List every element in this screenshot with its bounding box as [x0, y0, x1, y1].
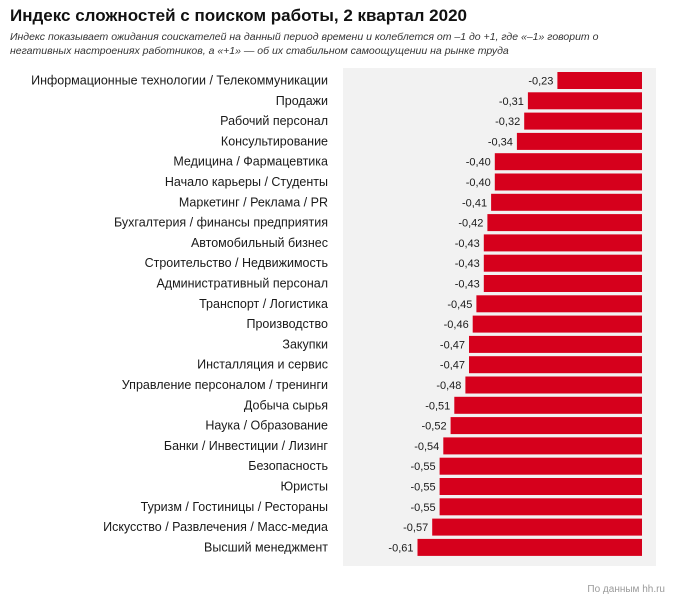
source-note: По данным hh.ru	[587, 584, 665, 595]
bar	[469, 356, 642, 374]
category-label: Добыча сырья	[244, 398, 328, 412]
bar	[524, 112, 642, 130]
category-label: Маркетинг / Реклама / PR	[179, 195, 328, 209]
value-label: -0,55	[411, 461, 436, 473]
category-label: Продажи	[276, 94, 328, 108]
bar	[494, 153, 642, 171]
category-label: Закупки	[282, 337, 328, 351]
bar	[439, 457, 642, 475]
category-label: Управление персоналом / тренинги	[122, 378, 328, 392]
bar	[439, 498, 642, 516]
chart-subtitle: Индекс показывает ожидания соискателей н…	[10, 31, 599, 57]
bar	[494, 173, 642, 191]
value-label: -0,43	[455, 279, 480, 291]
bar	[476, 295, 642, 313]
bar	[483, 234, 642, 252]
category-label: Рабочий персонал	[220, 114, 328, 128]
bar	[450, 417, 642, 435]
value-label: -0,46	[444, 319, 469, 331]
value-label: -0,41	[462, 197, 487, 209]
value-labels-group: -0,23 -0,31 -0,32 -0,34 -0,40 -0,40 -0,41 -0,42…	[388, 76, 553, 555]
value-label: -0,40	[466, 157, 491, 169]
category-label: Наука / Образование	[205, 419, 328, 433]
value-label: -0,23	[528, 76, 553, 88]
bar	[491, 193, 642, 211]
category-label: Консультирование	[221, 134, 328, 148]
value-label: -0,54	[414, 441, 439, 453]
bar	[465, 376, 642, 394]
category-label: Искусство / Развлечения / Масс-медиа	[103, 520, 328, 534]
value-label: -0,57	[403, 522, 428, 534]
category-label: Банки / Инвестиции / Лизинг	[164, 439, 329, 453]
value-label: -0,55	[411, 482, 436, 494]
category-label: Туризм / Гостиницы / Рестораны	[141, 500, 328, 514]
value-label: -0,43	[455, 258, 480, 270]
bar	[443, 437, 642, 455]
value-label: -0,51	[425, 400, 450, 412]
value-label: -0,48	[436, 380, 461, 392]
bar	[417, 538, 642, 556]
category-labels-group: Информационные технологии / Телекоммуник…	[31, 74, 328, 555]
bars-group	[417, 72, 642, 556]
category-label: Юристы	[280, 480, 328, 494]
category-label: Безопасность	[248, 459, 328, 473]
value-label: -0,45	[447, 299, 472, 311]
value-label: -0,55	[411, 502, 436, 514]
bar	[527, 92, 642, 110]
value-label: -0,32	[495, 116, 520, 128]
category-label: Высший менеджмент	[204, 540, 328, 554]
bar	[487, 214, 642, 232]
category-label: Информационные технологии / Телекоммуник…	[31, 74, 328, 88]
bar	[483, 275, 642, 292]
chart-title: Индекс сложностей с поиском работы, 2 кв…	[10, 6, 467, 25]
category-label: Автомобильный бизнес	[191, 236, 328, 250]
category-label: Бухгалтерия / финансы предприятия	[114, 216, 328, 230]
bar	[557, 72, 642, 89]
value-label: -0,47	[440, 339, 465, 351]
value-label: -0,52	[422, 421, 447, 433]
bar	[516, 132, 642, 150]
value-label: -0,42	[458, 218, 483, 230]
value-label: -0,40	[466, 177, 491, 189]
category-label: Начало карьеры / Студенты	[165, 175, 328, 189]
bar	[432, 518, 642, 536]
bar	[469, 335, 642, 353]
bar	[472, 315, 642, 333]
category-label: Инсталляция и сервис	[197, 358, 328, 372]
value-label: -0,47	[440, 360, 465, 372]
bar	[454, 396, 642, 414]
value-label: -0,61	[388, 542, 413, 554]
category-label: Строительство / Недвижимость	[145, 256, 328, 270]
category-label: Производство	[246, 317, 328, 331]
value-label: -0,34	[488, 136, 513, 148]
bar	[439, 478, 642, 495]
value-label: -0,43	[455, 238, 480, 250]
bar	[483, 254, 642, 272]
category-label: Транспорт / Логистика	[199, 297, 328, 311]
value-label: -0,31	[499, 96, 524, 108]
category-label: Административный персонал	[156, 277, 328, 291]
category-label: Медицина / Фармацевтика	[173, 155, 328, 169]
